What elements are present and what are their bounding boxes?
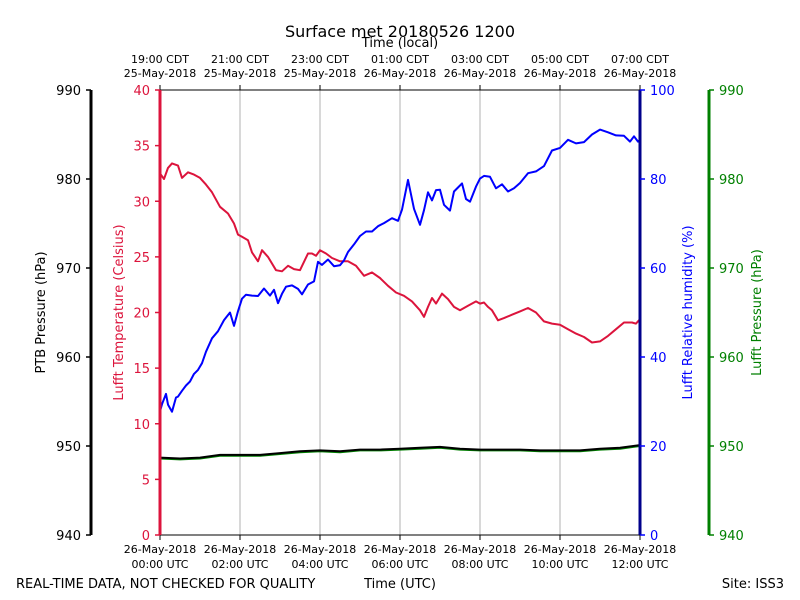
top-tick-date-label: 26-May-2018	[524, 67, 596, 80]
top-tick-date-label: 25-May-2018	[204, 67, 276, 80]
top-tick-date-label: 25-May-2018	[124, 67, 196, 80]
temperature-tick-label: 5	[142, 473, 150, 488]
top-tick-date-label: 25-May-2018	[284, 67, 356, 80]
x-tick-time-label: 02:00 UTC	[211, 558, 268, 571]
humidity-tick-label: 100	[650, 84, 675, 99]
lufft-pressure-tick-label: 960	[719, 351, 744, 366]
top-tick-date-label: 26-May-2018	[364, 67, 436, 80]
x-tick-date-label: 26-May-2018	[444, 543, 516, 556]
x-tick-time-label: 04:00 UTC	[291, 558, 348, 571]
humidity-tick-label: 20	[650, 440, 667, 455]
top-tick-time-label: 01:00 CDT	[371, 53, 429, 66]
x-tick-date-label: 26-May-2018	[284, 543, 356, 556]
lufft-relative-humidity-series-line	[159, 128, 641, 413]
top-tick-time-label: 21:00 CDT	[211, 53, 269, 66]
humidity-tick-label: 80	[650, 173, 667, 188]
temperature-tick-label: 0	[142, 529, 150, 544]
ptb-pressure-tick-label: 940	[56, 529, 81, 544]
x-tick-date-label: 26-May-2018	[604, 543, 676, 556]
temperature-tick-label: 10	[133, 418, 150, 433]
top-tick-date-label: 26-May-2018	[604, 67, 676, 80]
top-tick-time-label: 19:00 CDT	[131, 53, 189, 66]
x-tick-time-label: 06:00 UTC	[371, 558, 428, 571]
top-tick-time-label: 23:00 CDT	[291, 53, 349, 66]
axis-ticks: 26-May-2018 00:00 UTC 26-May-2018 02:00 UTC…	[56, 53, 744, 571]
temperature-tick-label: 25	[133, 251, 150, 266]
humidity-tick-label: 60	[650, 262, 667, 277]
x-tick-date-label: 26-May-2018	[364, 543, 436, 556]
temperature-tick-label: 15	[133, 362, 150, 377]
temperature-tick-label: 40	[133, 84, 150, 99]
lufft-pressure-tick-label: 990	[719, 84, 744, 99]
x-tick-time-label: 00:00 UTC	[131, 558, 188, 571]
top-tick-time-label: 03:00 CDT	[451, 53, 509, 66]
humidity-tick-label: 0	[650, 529, 658, 544]
footer-site-label: Site: ISS3	[722, 577, 784, 592]
top-axis-label: Time (local)	[361, 36, 438, 51]
temperature-tick-label: 35	[133, 140, 150, 155]
top-tick-time-label: 05:00 CDT	[531, 53, 589, 66]
grid-lines	[239, 90, 561, 535]
ptb-pressure-series-line	[159, 444, 641, 460]
chart-title: Surface met 20180526 1200	[285, 22, 515, 41]
ptb-pressure-tick-label: 950	[56, 440, 81, 455]
lufft-pressure-tick-label: 970	[719, 262, 744, 277]
ptb-pressure-tick-label: 980	[56, 173, 81, 188]
x-tick-time-label: 10:00 UTC	[531, 558, 588, 571]
x-axis-label: Time (UTC)	[363, 577, 436, 592]
lufft-temperature-series-line	[159, 162, 641, 344]
footer-quality-note: REAL-TIME DATA, NOT CHECKED FOR QUALITY	[16, 577, 315, 592]
top-tick-date-label: 26-May-2018	[444, 67, 516, 80]
x-tick-time-label: 12:00 UTC	[611, 558, 668, 571]
temperature-tick-label: 30	[133, 195, 150, 210]
lufft-pressure-tick-label: 980	[719, 173, 744, 188]
ptb-pressure-tick-label: 960	[56, 351, 81, 366]
humidity-axis-label: Lufft Relative humidity (%)	[681, 225, 696, 399]
humidity-tick-label: 40	[650, 351, 667, 366]
lufft-pressure-tick-label: 940	[719, 529, 744, 544]
ptb-pressure-axis-label: PTB Pressure (hPa)	[34, 251, 49, 373]
x-tick-date-label: 26-May-2018	[204, 543, 276, 556]
top-tick-time-label: 07:00 CDT	[611, 53, 669, 66]
x-tick-date-label: 26-May-2018	[524, 543, 596, 556]
lufft-pressure-tick-label: 950	[719, 440, 744, 455]
temperature-axis-label: Lufft Temperature (Celsius)	[112, 224, 127, 400]
ptb-pressure-tick-label: 970	[56, 262, 81, 277]
x-tick-time-label: 08:00 UTC	[451, 558, 508, 571]
lufft-pressure-axis-label: Lufft Pressure (hPa)	[750, 249, 765, 376]
x-tick-date-label: 26-May-2018	[124, 543, 196, 556]
series-layer	[159, 128, 641, 461]
ptb-pressure-tick-label: 990	[56, 84, 81, 99]
temperature-tick-label: 20	[133, 307, 150, 322]
